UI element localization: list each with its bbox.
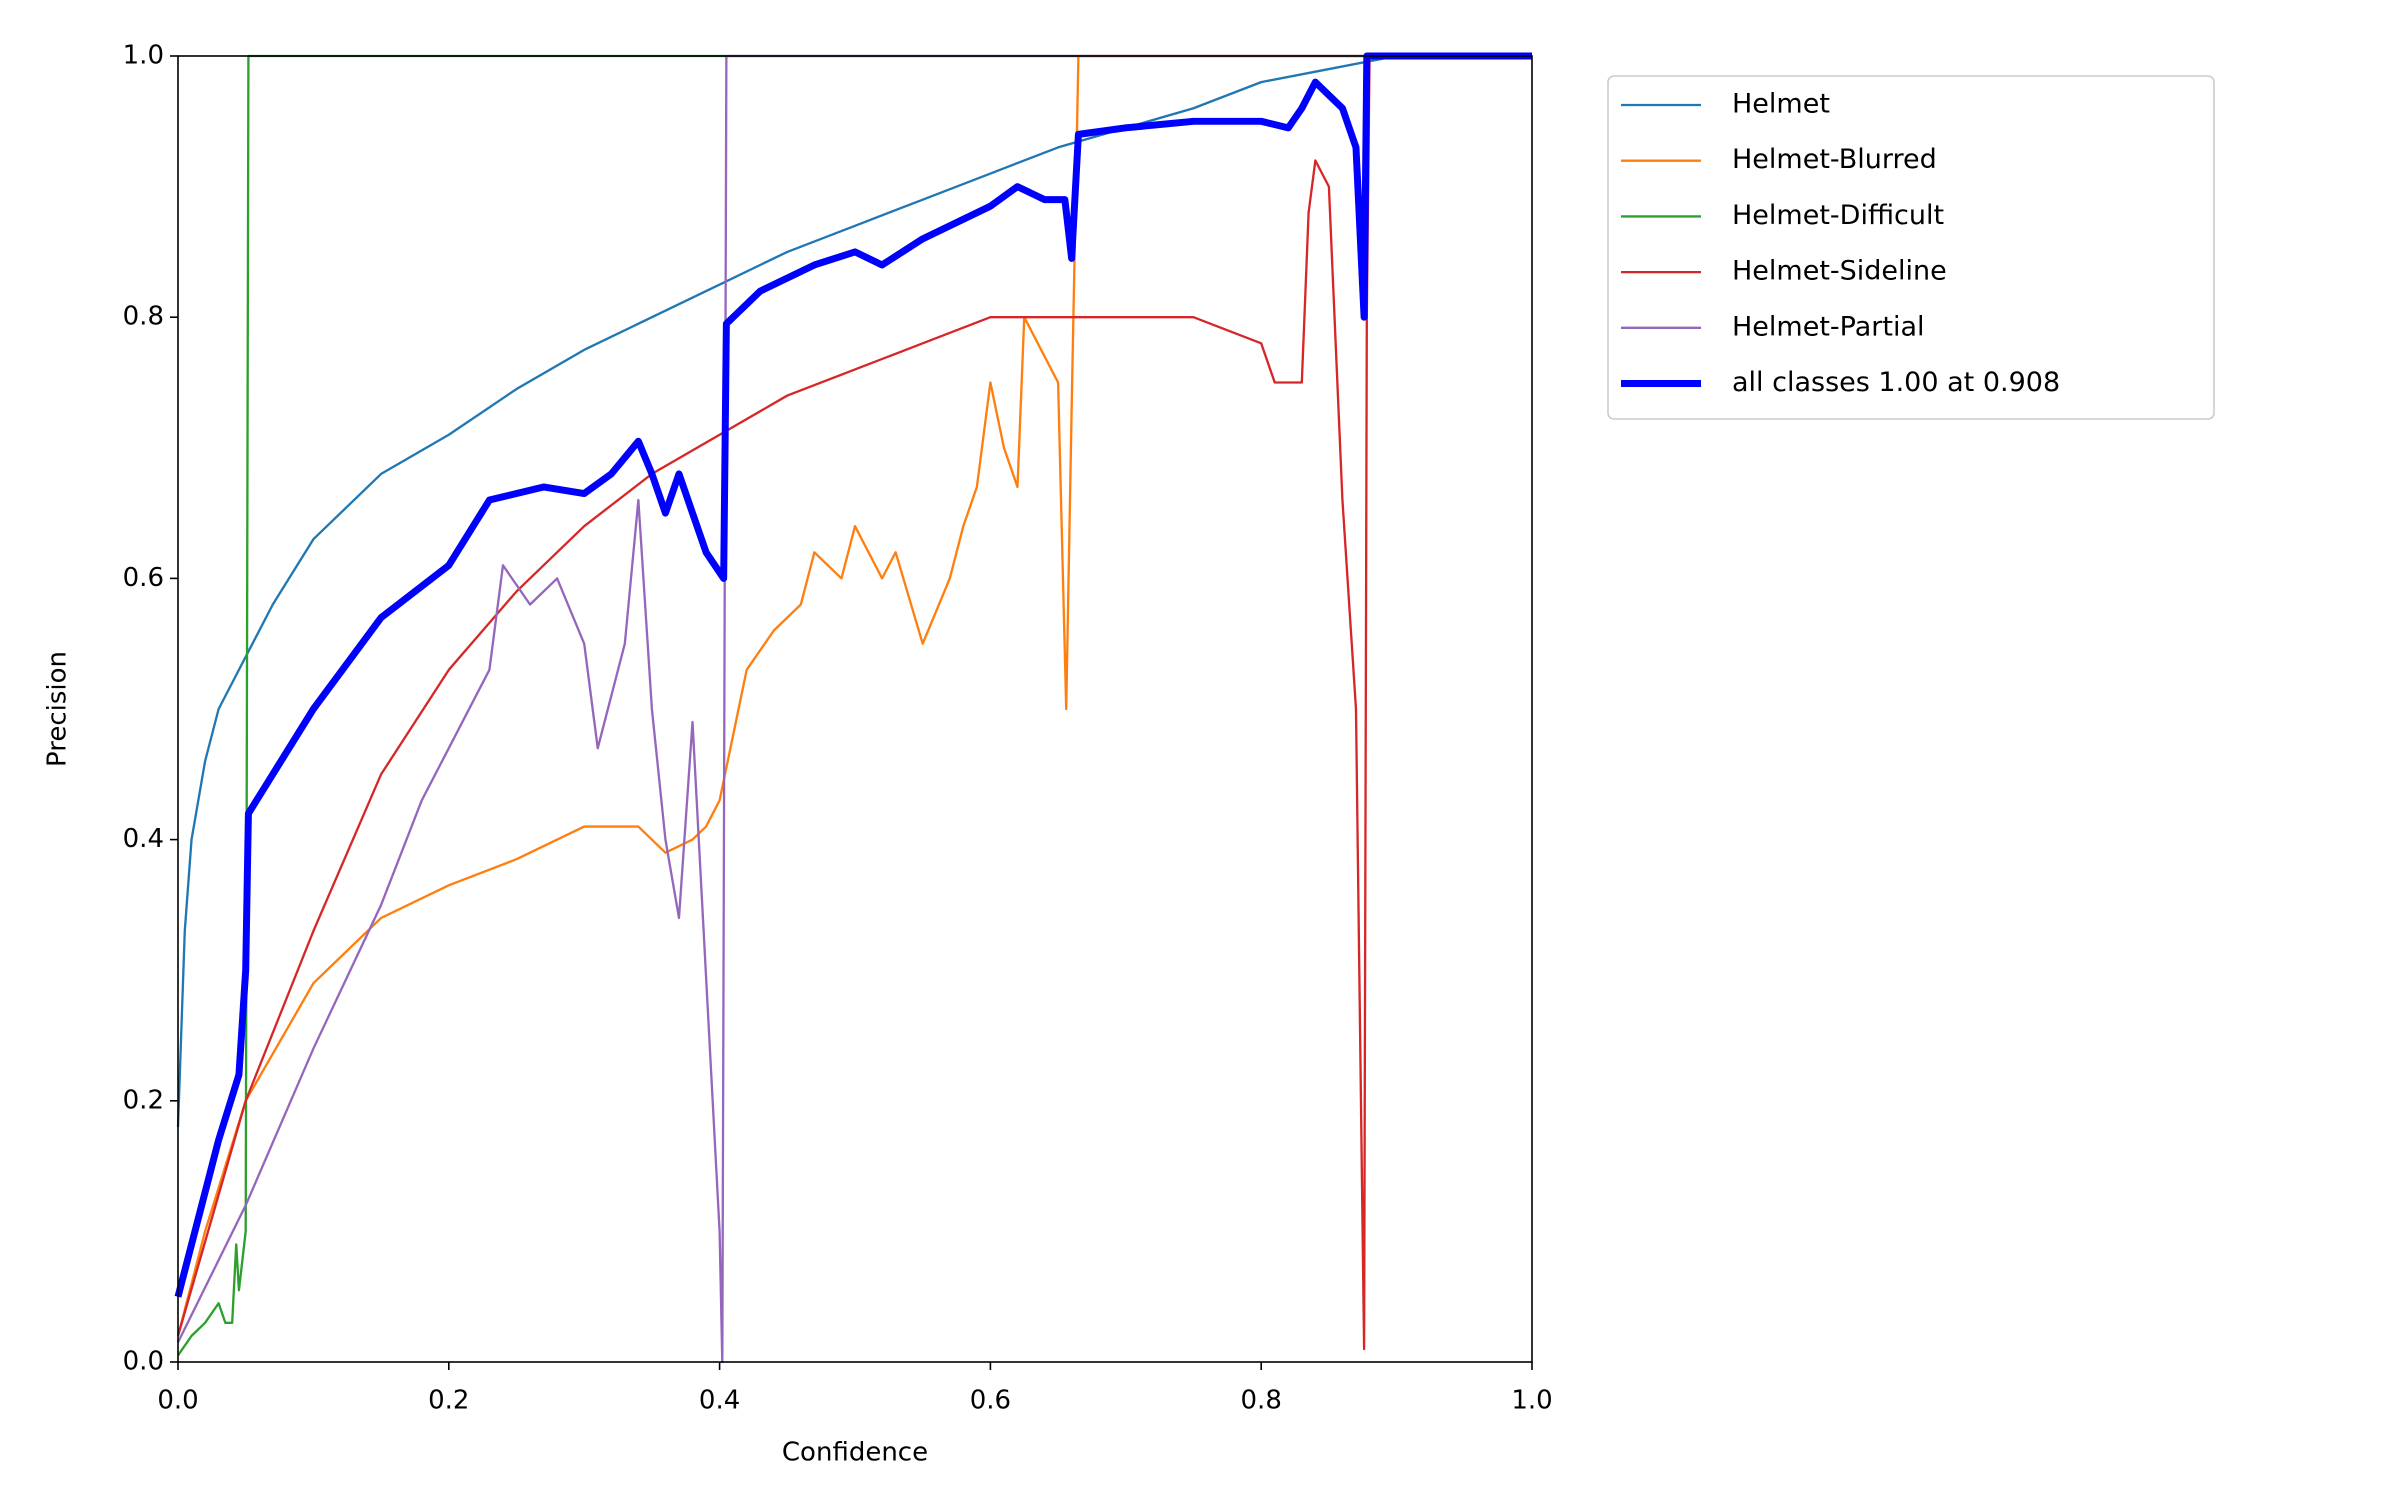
legend-label: Helmet-Partial [1732, 311, 1925, 342]
x-tick-label: 0.4 [699, 1386, 740, 1416]
x-tick-label: 0.6 [970, 1386, 1011, 1416]
plot-frame [177, 55, 1533, 1363]
series-line [176, 54, 1532, 1364]
x-tick-label: 1.0 [1511, 1386, 1552, 1416]
legend-label: Helmet-Difficult [1732, 200, 1944, 231]
series-line [176, 54, 1532, 1351]
series-line [176, 54, 1532, 1337]
legend-frame [1607, 75, 2215, 420]
x-axis-label: Confidence [782, 1438, 928, 1468]
legend-label: all classes 1.00 at 0.908 [1732, 367, 2060, 398]
y-tick-label: 0.8 [123, 302, 164, 332]
y-tick-label: 0.2 [123, 1085, 164, 1115]
x-tick-label: 0.8 [1241, 1386, 1282, 1416]
x-tick-label: 0.0 [157, 1386, 198, 1416]
y-tick-label: 0.4 [123, 824, 164, 854]
y-axis-label: Precision [43, 651, 73, 767]
y-tick-label: 1.0 [123, 41, 164, 71]
legend-label: Helmet-Blurred [1732, 144, 1937, 175]
y-tick-label: 0.0 [123, 1347, 164, 1377]
y-tick-label: 0.6 [123, 563, 164, 593]
series-line [174, 52, 1532, 1298]
series-line [176, 54, 1532, 1127]
legend-label: Helmet [1732, 89, 1830, 120]
x-tick-label: 0.2 [428, 1386, 469, 1416]
legend-label: Helmet-Sideline [1732, 256, 1947, 287]
